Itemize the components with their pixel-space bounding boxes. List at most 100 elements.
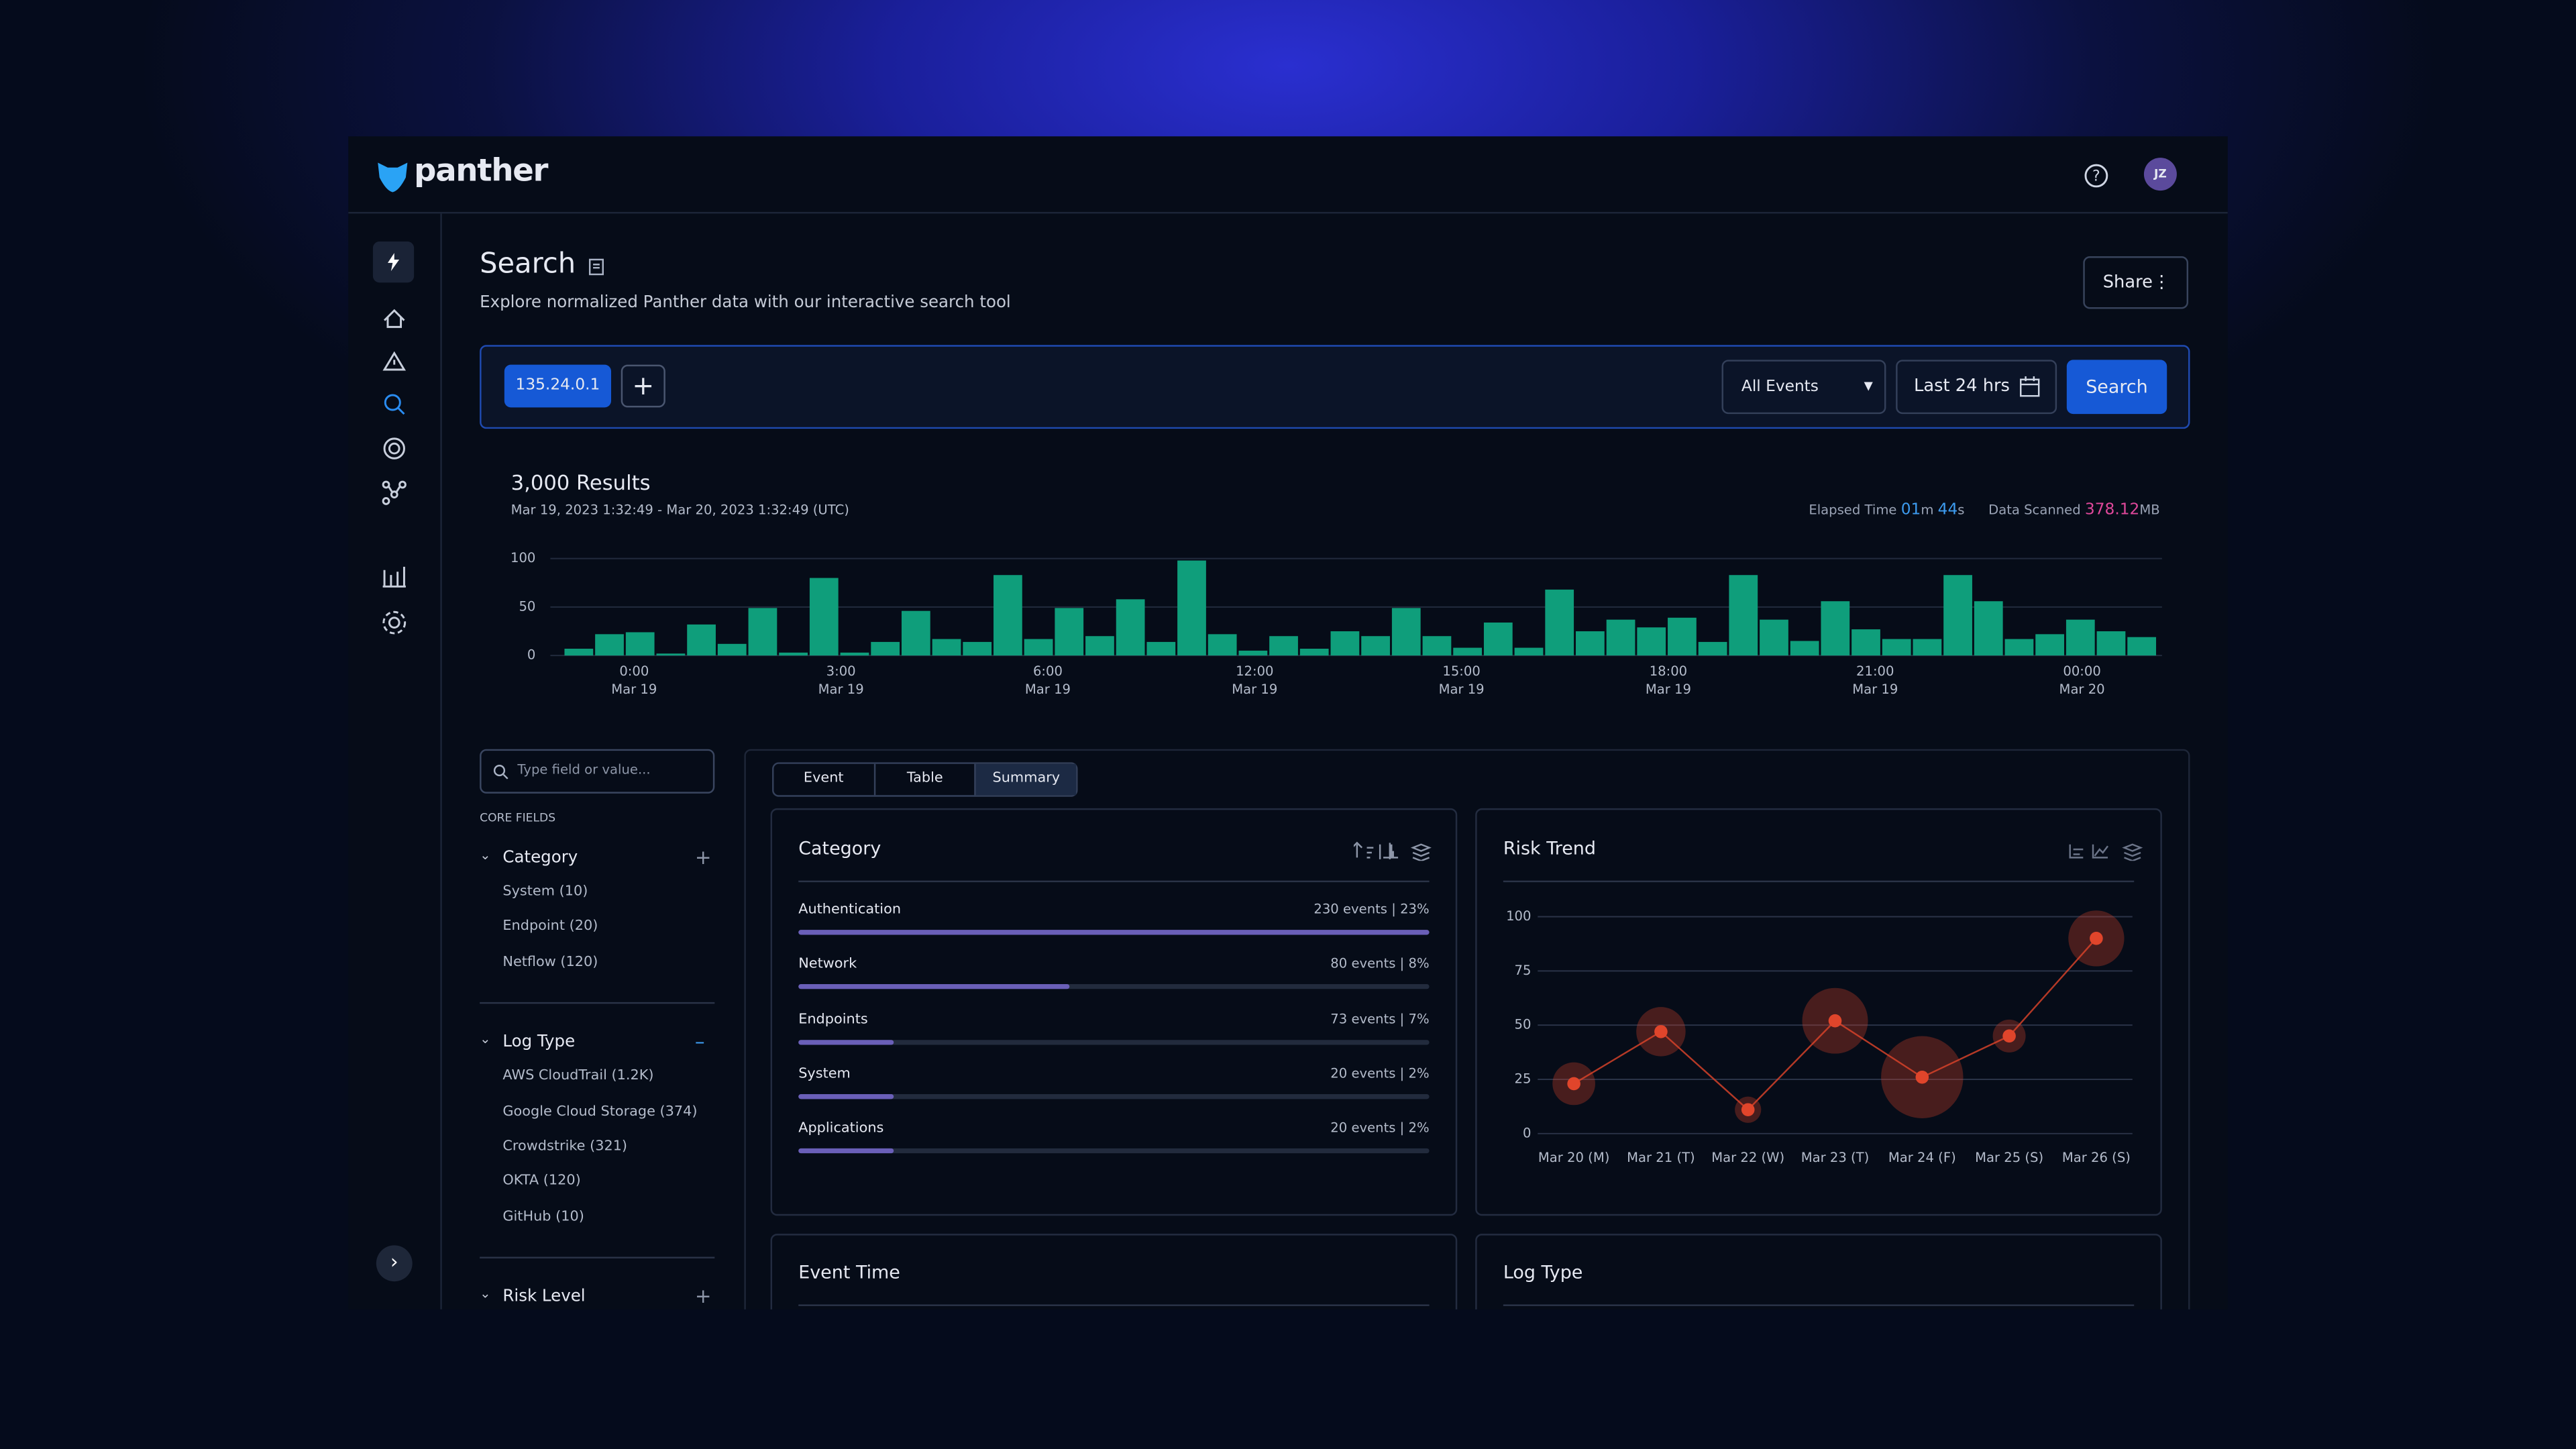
bar [840, 652, 869, 656]
bar [1576, 631, 1605, 656]
row-track [798, 984, 1430, 990]
histogram: 0 50 100 0:00 Mar 19 3:00 Mar 19 6:00 Mar 19 12:0… [511, 550, 2162, 697]
x-tick-date: Mar 19 [1646, 682, 1691, 697]
bar [1851, 629, 1880, 656]
event-select[interactable]: All Events ▼ [1721, 360, 1886, 415]
row-label: 230 events | 23% [1313, 902, 1430, 917]
group-item[interactable]: GitHub (10) [502, 1208, 584, 1226]
elapsed-min-unit: m [1921, 502, 1934, 518]
result-count: 3,000 Results [511, 470, 651, 495]
panel-divider [1503, 1304, 2135, 1306]
bar [1361, 636, 1390, 656]
log-type-panel [1475, 1234, 2162, 1309]
x-tick-date: Mar 19 [1025, 682, 1071, 697]
group-toggle[interactable]: – [694, 1030, 705, 1054]
tab[interactable]: Table [873, 763, 975, 796]
row-name: Authentication [798, 902, 902, 918]
nav-active[interactable] [372, 241, 415, 283]
doc-icon[interactable] [588, 258, 604, 276]
bar [1545, 589, 1574, 656]
elapsed-sec-unit: s [1957, 502, 1965, 518]
bar [1606, 619, 1635, 656]
y-tick-label: 75 [1515, 963, 1532, 978]
field-search-placeholder: Type field or value... [517, 762, 651, 777]
risk-chart: 0 25 50 75 100 Mar 20 (M) Mar 21 (T) Mar 22 (W)… [1506, 908, 2133, 1165]
row-name: Endpoints [798, 1011, 868, 1028]
row-label: 20 events | 2% [1330, 1120, 1430, 1136]
tab[interactable]: Summary [975, 763, 1077, 796]
y-tick-label: 0 [1523, 1125, 1531, 1140]
add-filter[interactable]: + [621, 364, 665, 408]
panel-divider [798, 880, 1430, 883]
group-chevron: ⌄ [480, 1032, 491, 1047]
filter-chip[interactable]: 135.24.0.1 [504, 364, 612, 408]
x-tick-label: 12:00 [1236, 663, 1273, 679]
group-item[interactable]: OKTA (120) [502, 1173, 581, 1191]
tab[interactable]: Event [803, 770, 844, 788]
help-button[interactable]: ? [2083, 162, 2109, 189]
fields-heading: CORE FIELDS [480, 811, 556, 825]
x-tick-label: Mar 24 (F) [1888, 1150, 1956, 1165]
group-name: Category [502, 849, 578, 868]
group-item[interactable]: Google Cloud Storage (374) [502, 1103, 698, 1120]
x-tick-date: Mar 19 [1439, 682, 1485, 697]
share-button[interactable]: Share ⋮ [2083, 256, 2189, 309]
panel-tools[interactable] [1353, 841, 1436, 861]
group-item[interactable]: Netflow (120) [502, 954, 598, 971]
row-name: System [798, 1066, 851, 1083]
event-time-title: Event Time [798, 1261, 900, 1283]
group-item[interactable]: Crowdstrike (321) [502, 1138, 628, 1155]
nav-icons[interactable] [381, 304, 407, 665]
bar [717, 643, 747, 656]
search-button[interactable]: Search [2066, 360, 2167, 415]
bar [1085, 636, 1114, 656]
bar [1790, 641, 1819, 656]
risk-panel [1475, 808, 2162, 1216]
bar [871, 641, 900, 656]
scanned-label: Data Scanned [1988, 502, 2081, 518]
field-search[interactable]: Type field or value... [480, 749, 715, 794]
bar [748, 608, 777, 656]
row-track [798, 1148, 1430, 1154]
bar [2035, 634, 2064, 656]
row-name: Network [798, 957, 857, 973]
point [1567, 1077, 1580, 1091]
panel-tools[interactable] [2067, 841, 2149, 861]
x-tick-label: 00:00 [2063, 663, 2100, 679]
group-item[interactable]: System (10) [502, 883, 588, 901]
row-name: Applications [798, 1120, 884, 1138]
event-time-panel [770, 1234, 1458, 1309]
expand-button[interactable]: › [376, 1245, 413, 1282]
point [1741, 1103, 1755, 1117]
group-toggle[interactable]: + [694, 846, 712, 869]
bar [1882, 639, 1911, 656]
bar [1208, 634, 1237, 656]
bar [1974, 601, 2003, 656]
bar [1422, 636, 1452, 656]
group-item[interactable]: AWS CloudTrail (1.2K) [502, 1068, 654, 1085]
point [2090, 932, 2103, 945]
x-tick-date: Mar 19 [1232, 682, 1277, 697]
row-fill [798, 1093, 894, 1099]
row-label: 80 events | 8% [1330, 957, 1430, 972]
avatar[interactable]: JZ [2143, 158, 2177, 191]
bar [994, 575, 1022, 656]
logo-text: panther [414, 152, 548, 189]
x-tick-date: Mar 19 [611, 682, 657, 697]
group-toggle[interactable]: + [694, 1285, 712, 1308]
group-chevron: ⌄ [480, 847, 491, 863]
range-select[interactable]: Last 24 hrs [1896, 360, 2057, 415]
bar [564, 649, 594, 656]
x-tick-label: Mar 26 (S) [2062, 1150, 2131, 1165]
bar [1483, 623, 1513, 656]
category-title: Category [798, 837, 881, 859]
point [2002, 1029, 2016, 1043]
svg-text:?: ? [2092, 168, 2100, 184]
group-item[interactable]: Endpoint (20) [502, 918, 598, 936]
bar [1913, 639, 1942, 656]
x-tick-label: 21:00 [1856, 663, 1894, 679]
group-chevron: ⌄ [480, 1287, 491, 1302]
page-title: Search [480, 248, 576, 281]
x-tick-label: 15:00 [1442, 663, 1480, 679]
